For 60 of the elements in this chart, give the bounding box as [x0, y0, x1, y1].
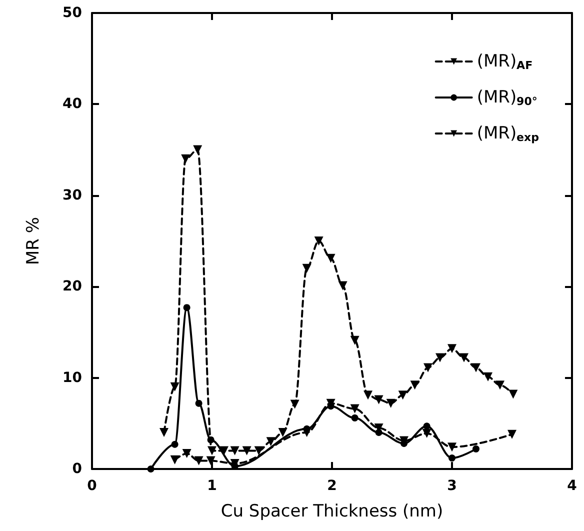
- point: [508, 390, 518, 399]
- point: [508, 430, 516, 439]
- x-tick-label: 4: [567, 478, 578, 494]
- y-tick-label: 10: [62, 370, 82, 386]
- point: [194, 456, 204, 466]
- point: [386, 398, 396, 408]
- point: [207, 436, 214, 444]
- y-tick-label: 40: [62, 96, 82, 112]
- point: [448, 442, 456, 452]
- point: [472, 445, 480, 452]
- x-axis-title: Cu Spacer Thickness (nm): [220, 502, 444, 522]
- point: [230, 446, 240, 456]
- point: [278, 428, 288, 438]
- y-tick-label: 0: [72, 461, 82, 477]
- x-tick-label: 2: [327, 478, 337, 494]
- point: [484, 372, 492, 382]
- point: [350, 404, 360, 414]
- point: [181, 154, 190, 164]
- point: [496, 380, 504, 390]
- point: [374, 395, 384, 404]
- point: [195, 400, 202, 407]
- point: [350, 336, 360, 345]
- point: [182, 448, 192, 458]
- point: [460, 353, 468, 362]
- point: [193, 145, 202, 154]
- x-tick-label: 1: [207, 478, 217, 494]
- point: [472, 363, 480, 372]
- point: [351, 414, 358, 422]
- point: [364, 390, 372, 400]
- point: [302, 264, 312, 273]
- point: [206, 456, 216, 466]
- point: [147, 466, 154, 472]
- point: [448, 344, 456, 354]
- x-tick-label: 0: [87, 478, 98, 494]
- point: [410, 380, 420, 390]
- point: [314, 236, 324, 246]
- point: [242, 446, 252, 456]
- point: [208, 446, 216, 456]
- point: [160, 428, 168, 438]
- x-tick-label: 3: [447, 478, 457, 494]
- point: [326, 254, 336, 263]
- point: [422, 428, 432, 438]
- point: [398, 390, 408, 400]
- point: [171, 440, 178, 448]
- point: [448, 454, 456, 462]
- y-tick-label: 50: [62, 5, 82, 21]
- point: [436, 353, 444, 362]
- point: [266, 437, 276, 446]
- point: [338, 281, 348, 290]
- point: [170, 455, 180, 464]
- point: [423, 422, 430, 430]
- point: [254, 446, 264, 456]
- y-axis-title: MR %: [24, 216, 44, 266]
- y-tick-label: 30: [62, 187, 82, 204]
- point: [375, 429, 382, 436]
- point: [170, 382, 180, 392]
- point: [183, 304, 190, 312]
- point: [290, 400, 300, 409]
- point: [424, 363, 432, 372]
- y-tick-label: 20: [62, 278, 82, 295]
